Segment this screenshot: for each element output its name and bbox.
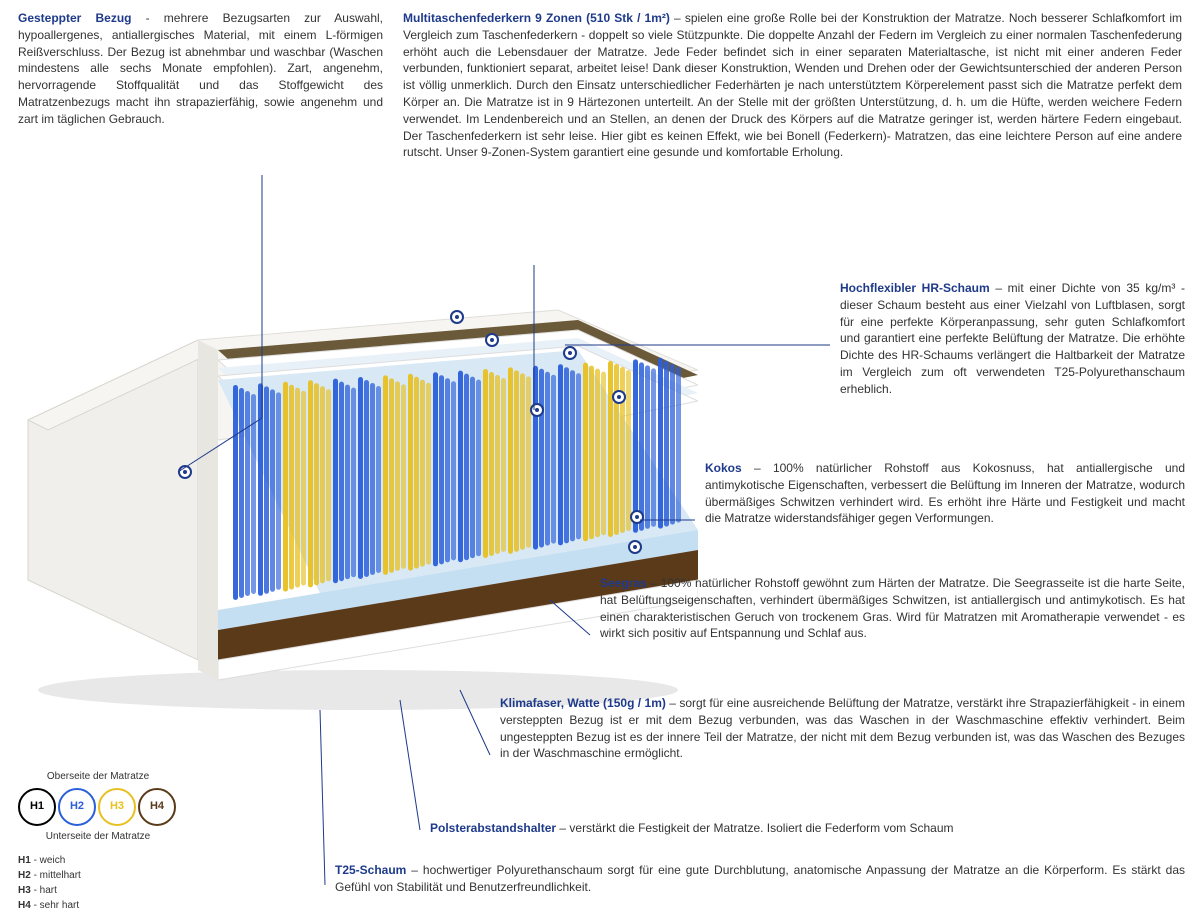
- marker-cover: [178, 465, 192, 479]
- marker-seegras: [450, 310, 464, 324]
- legend-circle-h2: H2: [58, 788, 96, 826]
- top-text-row: Gesteppter Bezug - mehrere Bezugsarten z…: [18, 10, 1182, 161]
- legend-item-h1: H1 - weich: [18, 854, 318, 868]
- hardness-legend: Oberseite der Matratze H1H2H3H4 Untersei…: [18, 770, 318, 914]
- marker-federn: [530, 403, 544, 417]
- callout-klima: Klimafaser, Watte (150g / 1m) – sorgt fü…: [500, 695, 1185, 762]
- callout-seegras: Seegras – 100% natürlicher Rohstoff gewö…: [600, 575, 1185, 642]
- callout-text-seegras: – 100% natürlicher Rohstoff gewöhnt zum …: [600, 576, 1185, 640]
- callout-text-hr: – mit einer Dichte von 35 kg/m³ - dieser…: [840, 281, 1185, 396]
- legend-circles: H1H2H3H4: [18, 788, 318, 826]
- callout-hr: Hochflexibler HR-Schaum – mit einer Dich…: [840, 280, 1185, 398]
- col-gesteppter: Gesteppter Bezug - mehrere Bezugsarten z…: [18, 10, 383, 161]
- infographic-container: Gesteppter Bezug - mehrere Bezugsarten z…: [0, 0, 1200, 924]
- callout-text-kokos: – 100% natürlicher Rohstoff aus Kokosnus…: [705, 461, 1185, 525]
- legend-bottom-label: Unterseite der Matratze: [18, 830, 178, 844]
- callout-heading-seegras: Seegras: [600, 576, 647, 590]
- callout-heading-hr: Hochflexibler HR-Schaum: [840, 281, 990, 295]
- marker-polster: [612, 390, 626, 404]
- text-gesteppter: - mehrere Bezugsarten zur Auswahl, hypoa…: [18, 11, 383, 126]
- legend-list: H1 - weichH2 - mittelhartH3 - hartH4 - s…: [18, 854, 318, 913]
- mattress-diagram: [18, 280, 698, 720]
- marker-klima: [563, 346, 577, 360]
- callout-polster: Polsterabstandshalter – verstärkt die Fe…: [430, 820, 1185, 837]
- callout-heading-polster: Polsterabstandshalter: [430, 821, 556, 835]
- marker-hr: [485, 333, 499, 347]
- callout-text-t25: – hochwertiger Polyurethanschaum sorgt f…: [335, 863, 1185, 894]
- legend-circle-h1: H1: [18, 788, 56, 826]
- callout-text-polster: – verstärkt die Festigkeit der Matratze.…: [556, 821, 953, 835]
- mattress-svg: [18, 280, 698, 720]
- col-multitaschen: Multitaschenfederkern 9 Zonen (510 Stk /…: [403, 10, 1182, 161]
- legend-circle-h3: H3: [98, 788, 136, 826]
- callout-heading-klima: Klimafaser, Watte (150g / 1m): [500, 696, 666, 710]
- marker-kokos: [630, 510, 644, 524]
- legend-circle-h4: H4: [138, 788, 176, 826]
- legend-top-label: Oberseite der Matratze: [18, 770, 178, 784]
- legend-item-h4: H4 - sehr hart: [18, 899, 318, 913]
- callout-heading-kokos: Kokos: [705, 461, 742, 475]
- callout-kokos: Kokos – 100% natürlicher Rohstoff aus Ko…: [705, 460, 1185, 527]
- text-multitaschen: – spielen eine große Rolle bei der Konst…: [403, 11, 1182, 159]
- heading-gesteppter: Gesteppter Bezug: [18, 11, 132, 25]
- callout-heading-t25: T25-Schaum: [335, 863, 406, 877]
- marker-t25: [628, 540, 642, 554]
- callout-t25: T25-Schaum – hochwertiger Polyurethansch…: [335, 862, 1185, 896]
- legend-item-h2: H2 - mittelhart: [18, 869, 318, 883]
- legend-item-h3: H3 - hart: [18, 884, 318, 898]
- heading-multitaschen: Multitaschenfederkern 9 Zonen (510 Stk /…: [403, 11, 670, 25]
